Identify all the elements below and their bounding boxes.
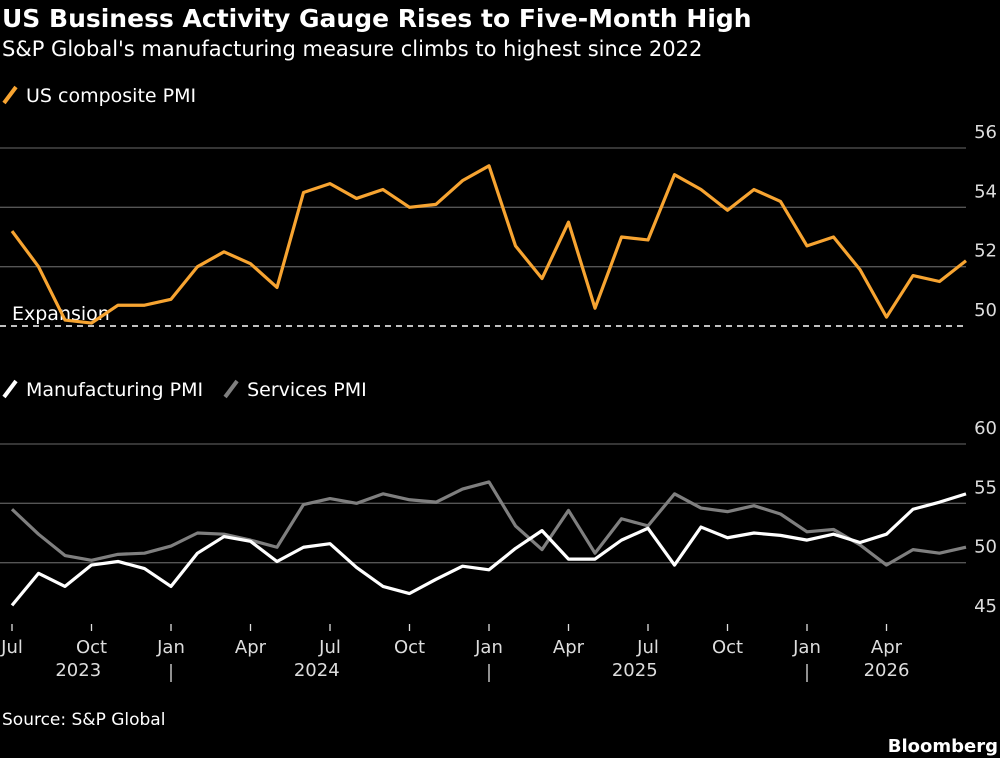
x-tick-label: Jul: [0, 637, 23, 658]
y-tick-label: 50: [974, 537, 997, 558]
y-tick-label: 60: [974, 418, 997, 439]
y-tick-label: 55: [974, 477, 997, 498]
legend-label: US composite PMI: [26, 85, 196, 107]
legend-label: Services PMI: [247, 379, 367, 401]
y-tick-label: 45: [974, 596, 997, 617]
year-label: 2024: [294, 660, 340, 681]
year-label: 2023: [55, 660, 101, 681]
x-tick-label: Jan: [474, 637, 503, 658]
chart-subtitle: S&P Global's manufacturing measure climb…: [2, 37, 702, 61]
y-tick-label: 50: [974, 300, 997, 321]
x-tick-label: Apr: [871, 637, 903, 658]
x-tick-label: Oct: [76, 637, 107, 658]
y-tick-label: 54: [974, 181, 997, 202]
series-line: [10, 492, 967, 607]
x-tick-label: Jan: [156, 637, 185, 658]
x-tick-label: Apr: [553, 637, 585, 658]
y-tick-label: 56: [974, 122, 997, 143]
year-label: 2026: [864, 660, 910, 681]
legend-label: Manufacturing PMI: [26, 379, 203, 401]
x-tick-label: Oct: [712, 637, 743, 658]
legend-swatch: [223, 379, 239, 399]
year-label: 2025: [612, 660, 658, 681]
y-tick-label: 52: [974, 241, 997, 262]
source: Source: S&P Global: [2, 710, 165, 730]
x-tick-label: Jul: [636, 637, 659, 658]
x-tick-label: Apr: [235, 637, 267, 658]
x-tick-label: Oct: [394, 637, 425, 658]
legend-swatch: [2, 379, 18, 399]
series-line: [10, 480, 967, 567]
series-line: [10, 164, 967, 325]
x-tick-label: Jul: [318, 637, 341, 658]
legend-swatch: [2, 85, 18, 105]
brand: Bloomberg: [888, 736, 998, 757]
x-tick-label: Jan: [792, 637, 821, 658]
chart-title: US Business Activity Gauge Rises to Five…: [2, 4, 752, 33]
